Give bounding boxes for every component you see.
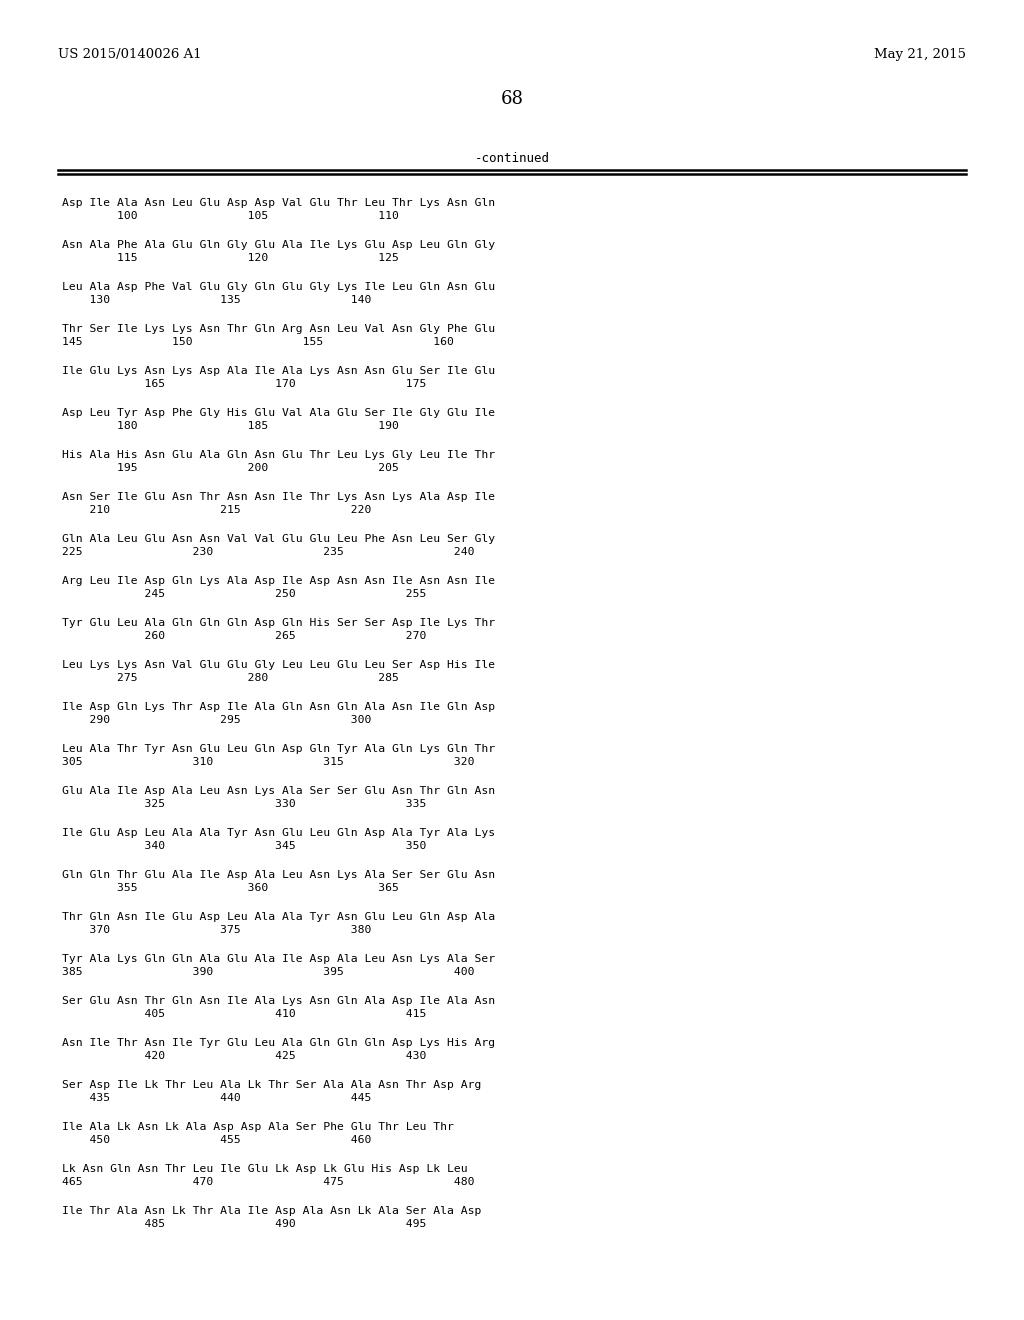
Text: 195                200                205: 195 200 205 — [62, 463, 399, 473]
Text: 465                470                475                480: 465 470 475 480 — [62, 1177, 474, 1187]
Text: 435                440                445: 435 440 445 — [62, 1093, 372, 1104]
Text: 385                390                395                400: 385 390 395 400 — [62, 968, 474, 977]
Text: His Ala His Asn Glu Ala Gln Asn Glu Thr Leu Lys Gly Leu Ile Thr: His Ala His Asn Glu Ala Gln Asn Glu Thr … — [62, 450, 496, 459]
Text: Leu Ala Thr Tyr Asn Glu Leu Gln Asp Gln Tyr Ala Gln Lys Gln Thr: Leu Ala Thr Tyr Asn Glu Leu Gln Asp Gln … — [62, 744, 496, 754]
Text: 130                135                140: 130 135 140 — [62, 294, 372, 305]
Text: Tyr Ala Lys Gln Gln Ala Glu Ala Ile Asp Ala Leu Asn Lys Ala Ser: Tyr Ala Lys Gln Gln Ala Glu Ala Ile Asp … — [62, 954, 496, 964]
Text: Ile Ala Lk Asn Lk Ala Asp Asp Ala Ser Phe Glu Thr Leu Thr: Ile Ala Lk Asn Lk Ala Asp Asp Ala Ser Ph… — [62, 1122, 454, 1133]
Text: Lk Asn Gln Asn Thr Leu Ile Glu Lk Asp Lk Glu His Asp Lk Leu: Lk Asn Gln Asn Thr Leu Ile Glu Lk Asp Lk… — [62, 1164, 468, 1173]
Text: 100                105                110: 100 105 110 — [62, 211, 399, 220]
Text: Ser Asp Ile Lk Thr Leu Ala Lk Thr Ser Ala Ala Asn Thr Asp Arg: Ser Asp Ile Lk Thr Leu Ala Lk Thr Ser Al… — [62, 1080, 481, 1090]
Text: Leu Lys Lys Asn Val Glu Glu Gly Leu Leu Glu Leu Ser Asp His Ile: Leu Lys Lys Asn Val Glu Glu Gly Leu Leu … — [62, 660, 496, 671]
Text: Asn Ala Phe Ala Glu Gln Gly Glu Ala Ile Lys Glu Asp Leu Gln Gly: Asn Ala Phe Ala Glu Gln Gly Glu Ala Ile … — [62, 240, 496, 249]
Text: Gln Ala Leu Glu Asn Asn Val Val Glu Glu Leu Phe Asn Leu Ser Gly: Gln Ala Leu Glu Asn Asn Val Val Glu Glu … — [62, 535, 496, 544]
Text: 325                330                335: 325 330 335 — [62, 799, 426, 809]
Text: US 2015/0140026 A1: US 2015/0140026 A1 — [58, 48, 202, 61]
Text: Ile Asp Gln Lys Thr Asp Ile Ala Gln Asn Gln Ala Asn Ile Gln Asp: Ile Asp Gln Lys Thr Asp Ile Ala Gln Asn … — [62, 702, 496, 711]
Text: Ile Glu Asp Leu Ala Ala Tyr Asn Glu Leu Gln Asp Ala Tyr Ala Lys: Ile Glu Asp Leu Ala Ala Tyr Asn Glu Leu … — [62, 828, 496, 838]
Text: Asp Ile Ala Asn Leu Glu Asp Asp Val Glu Thr Leu Thr Lys Asn Gln: Asp Ile Ala Asn Leu Glu Asp Asp Val Glu … — [62, 198, 496, 209]
Text: Arg Leu Ile Asp Gln Lys Ala Asp Ile Asp Asn Asn Ile Asn Asn Ile: Arg Leu Ile Asp Gln Lys Ala Asp Ile Asp … — [62, 576, 496, 586]
Text: 405                410                415: 405 410 415 — [62, 1008, 426, 1019]
Text: 210                215                220: 210 215 220 — [62, 506, 372, 515]
Text: Tyr Glu Leu Ala Gln Gln Gln Asp Gln His Ser Ser Asp Ile Lys Thr: Tyr Glu Leu Ala Gln Gln Gln Asp Gln His … — [62, 618, 496, 628]
Text: Asn Ser Ile Glu Asn Thr Asn Asn Ile Thr Lys Asn Lys Ala Asp Ile: Asn Ser Ile Glu Asn Thr Asn Asn Ile Thr … — [62, 492, 496, 502]
Text: 180                185                190: 180 185 190 — [62, 421, 399, 432]
Text: 305                310                315                320: 305 310 315 320 — [62, 756, 474, 767]
Text: May 21, 2015: May 21, 2015 — [874, 48, 966, 61]
Text: 290                295                300: 290 295 300 — [62, 715, 372, 725]
Text: Ser Glu Asn Thr Gln Asn Ile Ala Lys Asn Gln Ala Asp Ile Ala Asn: Ser Glu Asn Thr Gln Asn Ile Ala Lys Asn … — [62, 997, 496, 1006]
Text: 245                250                255: 245 250 255 — [62, 589, 426, 599]
Text: Thr Ser Ile Lys Lys Asn Thr Gln Arg Asn Leu Val Asn Gly Phe Glu: Thr Ser Ile Lys Lys Asn Thr Gln Arg Asn … — [62, 323, 496, 334]
Text: 165                170                175: 165 170 175 — [62, 379, 426, 389]
Text: 420                425                430: 420 425 430 — [62, 1051, 426, 1061]
Text: Asn Ile Thr Asn Ile Tyr Glu Leu Ala Gln Gln Gln Asp Lys His Arg: Asn Ile Thr Asn Ile Tyr Glu Leu Ala Gln … — [62, 1038, 496, 1048]
Text: Ile Thr Ala Asn Lk Thr Ala Ile Asp Ala Asn Lk Ala Ser Ala Asp: Ile Thr Ala Asn Lk Thr Ala Ile Asp Ala A… — [62, 1206, 481, 1216]
Text: 355                360                365: 355 360 365 — [62, 883, 399, 894]
Text: 275                280                285: 275 280 285 — [62, 673, 399, 682]
Text: Thr Gln Asn Ile Glu Asp Leu Ala Ala Tyr Asn Glu Leu Gln Asp Ala: Thr Gln Asn Ile Glu Asp Leu Ala Ala Tyr … — [62, 912, 496, 921]
Text: Asp Leu Tyr Asp Phe Gly His Glu Val Ala Glu Ser Ile Gly Glu Ile: Asp Leu Tyr Asp Phe Gly His Glu Val Ala … — [62, 408, 496, 418]
Text: -continued: -continued — [474, 152, 550, 165]
Text: Leu Ala Asp Phe Val Glu Gly Gln Glu Gly Lys Ile Leu Gln Asn Glu: Leu Ala Asp Phe Val Glu Gly Gln Glu Gly … — [62, 282, 496, 292]
Text: 370                375                380: 370 375 380 — [62, 925, 372, 935]
Text: 115                120                125: 115 120 125 — [62, 253, 399, 263]
Text: 340                345                350: 340 345 350 — [62, 841, 426, 851]
Text: 68: 68 — [501, 90, 523, 108]
Text: 450                455                460: 450 455 460 — [62, 1135, 372, 1144]
Text: 485                490                495: 485 490 495 — [62, 1218, 426, 1229]
Text: 260                265                270: 260 265 270 — [62, 631, 426, 642]
Text: 225                230                235                240: 225 230 235 240 — [62, 546, 474, 557]
Text: Glu Ala Ile Asp Ala Leu Asn Lys Ala Ser Ser Glu Asn Thr Gln Asn: Glu Ala Ile Asp Ala Leu Asn Lys Ala Ser … — [62, 785, 496, 796]
Text: 145             150                155                160: 145 150 155 160 — [62, 337, 454, 347]
Text: Ile Glu Lys Asn Lys Asp Ala Ile Ala Lys Asn Asn Glu Ser Ile Glu: Ile Glu Lys Asn Lys Asp Ala Ile Ala Lys … — [62, 366, 496, 376]
Text: Gln Gln Thr Glu Ala Ile Asp Ala Leu Asn Lys Ala Ser Ser Glu Asn: Gln Gln Thr Glu Ala Ile Asp Ala Leu Asn … — [62, 870, 496, 880]
